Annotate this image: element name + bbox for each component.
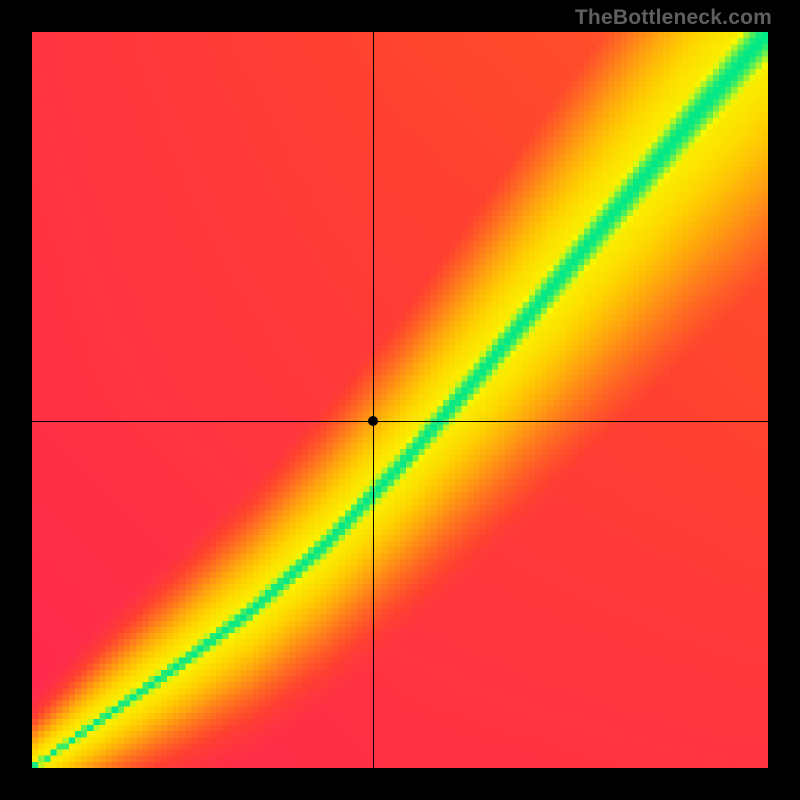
data-point-marker: [368, 416, 378, 426]
attribution-text: TheBottleneck.com: [575, 6, 772, 30]
crosshair-horizontal: [32, 421, 768, 422]
heatmap-container: [32, 32, 768, 768]
heatmap-canvas: [32, 32, 768, 768]
chart-frame: TheBottleneck.com: [0, 0, 800, 800]
crosshair-vertical: [373, 32, 374, 768]
